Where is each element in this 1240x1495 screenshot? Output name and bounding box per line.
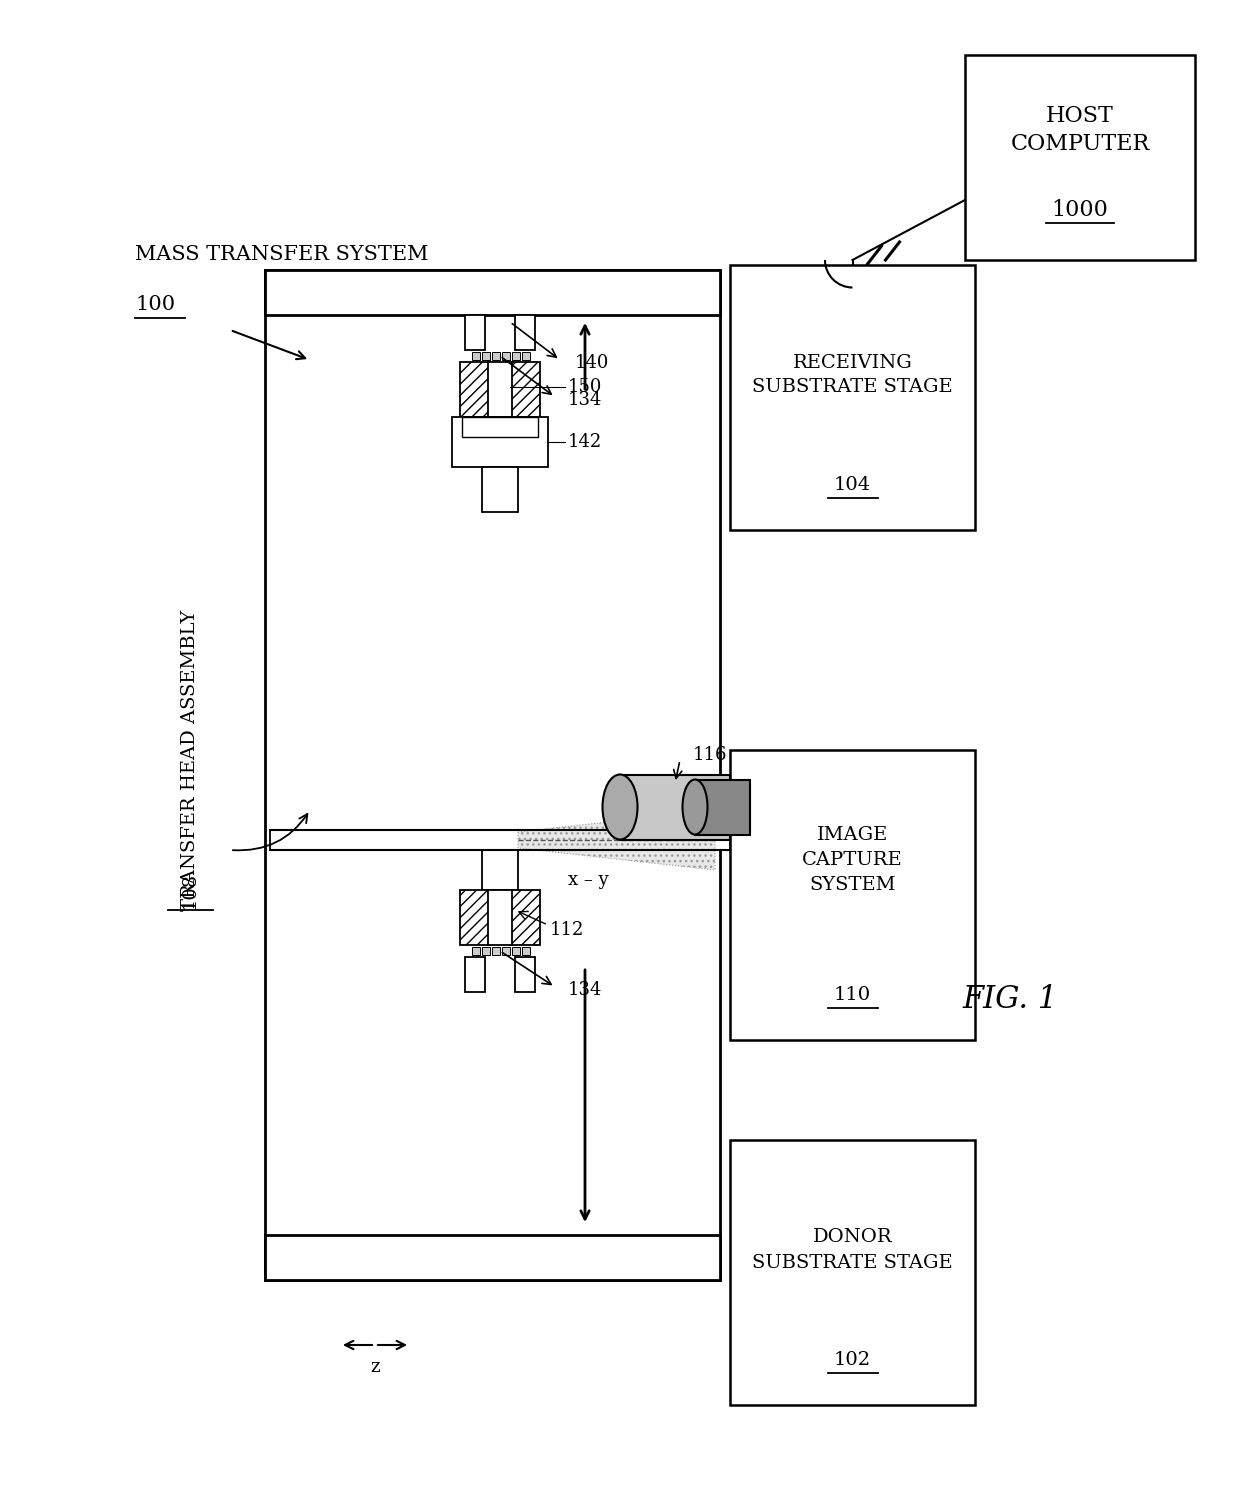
Bar bbox=[512, 946, 520, 955]
Bar bbox=[965, 55, 1195, 260]
Text: 150: 150 bbox=[568, 378, 603, 396]
Polygon shape bbox=[518, 810, 715, 870]
Text: 102: 102 bbox=[835, 1351, 870, 1369]
Bar bbox=[472, 946, 480, 955]
Bar bbox=[730, 750, 975, 1041]
Bar bbox=[492, 351, 500, 360]
Bar bbox=[489, 890, 512, 945]
Bar bbox=[482, 851, 518, 890]
Text: 100: 100 bbox=[135, 296, 175, 314]
Text: x – y: x – y bbox=[568, 872, 609, 890]
Bar bbox=[453, 417, 548, 466]
Text: TRANSFER HEAD ASSEMBLY: TRANSFER HEAD ASSEMBLY bbox=[181, 610, 198, 910]
Bar bbox=[465, 315, 485, 350]
Bar bbox=[489, 362, 512, 417]
Text: 110: 110 bbox=[835, 987, 870, 1005]
Text: 142: 142 bbox=[568, 434, 603, 451]
Ellipse shape bbox=[682, 779, 708, 834]
Bar bbox=[694, 780, 750, 836]
Bar bbox=[270, 830, 730, 851]
Bar bbox=[502, 946, 510, 955]
Bar bbox=[512, 351, 520, 360]
Bar bbox=[730, 1141, 975, 1405]
Bar bbox=[492, 946, 500, 955]
Text: 140: 140 bbox=[575, 354, 609, 372]
Bar bbox=[510, 890, 539, 945]
Bar bbox=[515, 315, 534, 350]
Bar bbox=[482, 351, 490, 360]
Bar bbox=[265, 271, 720, 1280]
Bar bbox=[482, 466, 518, 511]
Ellipse shape bbox=[603, 774, 637, 840]
Text: 112: 112 bbox=[551, 921, 584, 939]
Bar bbox=[522, 946, 529, 955]
Text: HOST
COMPUTER: HOST COMPUTER bbox=[1011, 105, 1149, 155]
Text: 134: 134 bbox=[568, 981, 603, 999]
Bar bbox=[463, 417, 538, 437]
Text: z: z bbox=[371, 1357, 379, 1375]
Bar bbox=[265, 271, 720, 315]
Bar bbox=[460, 890, 490, 945]
Text: 116: 116 bbox=[693, 746, 728, 764]
Text: FIG. 1: FIG. 1 bbox=[962, 985, 1058, 1015]
Text: 1000: 1000 bbox=[1052, 199, 1109, 221]
Text: 104: 104 bbox=[835, 475, 870, 493]
Bar bbox=[482, 946, 490, 955]
Bar bbox=[472, 351, 480, 360]
Bar bbox=[502, 351, 510, 360]
Bar bbox=[730, 265, 975, 531]
Text: IMAGE
CAPTURE
SYSTEM: IMAGE CAPTURE SYSTEM bbox=[802, 827, 903, 894]
Bar bbox=[522, 351, 529, 360]
Bar bbox=[265, 1235, 720, 1280]
Text: MASS TRANSFER SYSTEM: MASS TRANSFER SYSTEM bbox=[135, 245, 428, 265]
Bar bbox=[515, 957, 534, 993]
Text: DONOR
SUBSTRATE STAGE: DONOR SUBSTRATE STAGE bbox=[753, 1229, 952, 1272]
Text: 108: 108 bbox=[181, 872, 198, 909]
Text: 134: 134 bbox=[568, 392, 603, 410]
Bar bbox=[460, 362, 490, 417]
Text: RECEIVING
SUBSTRATE STAGE: RECEIVING SUBSTRATE STAGE bbox=[753, 353, 952, 396]
Bar bbox=[620, 774, 730, 840]
Bar bbox=[465, 957, 485, 993]
Bar bbox=[510, 362, 539, 417]
